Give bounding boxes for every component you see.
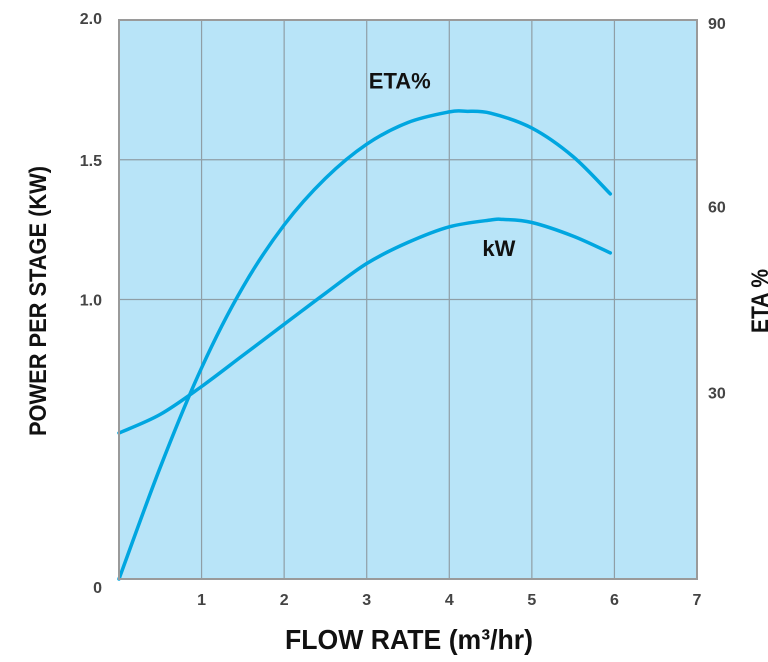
plot-border (118, 19, 698, 580)
series-layer (117, 109, 613, 581)
series-label-kw: kW (482, 236, 515, 261)
y-left-tick-label: 0 (93, 580, 102, 597)
x-tick-label: 1 (197, 592, 206, 609)
x-tick-label: 5 (527, 592, 536, 609)
y-left-tick-labels: 0 1.0 1.5 2.0 (80, 11, 102, 597)
x-tick-labels: 1 2 3 4 5 6 7 (197, 592, 701, 609)
series-line-kw (117, 217, 613, 435)
x-tick-label: 4 (445, 592, 454, 609)
series-labels: ETA% kW (369, 68, 516, 261)
y-left-tick-label: 1.0 (80, 293, 102, 310)
x-tick-label: 6 (610, 592, 619, 609)
y-axis-right-title: ETA % (747, 269, 768, 333)
y-right-tick-label: 90 (708, 16, 726, 33)
y-left-tick-label: 1.5 (80, 153, 102, 170)
y-right-tick-label: 30 (708, 386, 726, 403)
x-tick-label: 3 (362, 592, 371, 609)
y-left-tick-label: 2.0 (80, 11, 102, 28)
x-tick-label: 7 (693, 592, 702, 609)
x-axis-title: FLOW RATE (m³/hr) (285, 624, 533, 655)
y-right-tick-label: 60 (708, 199, 726, 216)
y-right-tick-labels: 30 60 90 (708, 16, 726, 403)
series-label-eta: ETA% (369, 68, 431, 93)
x-tick-label: 2 (280, 592, 289, 609)
series-line-eta (117, 109, 613, 581)
y-axis-left-title: POWER PER STAGE (KW) (25, 166, 52, 436)
